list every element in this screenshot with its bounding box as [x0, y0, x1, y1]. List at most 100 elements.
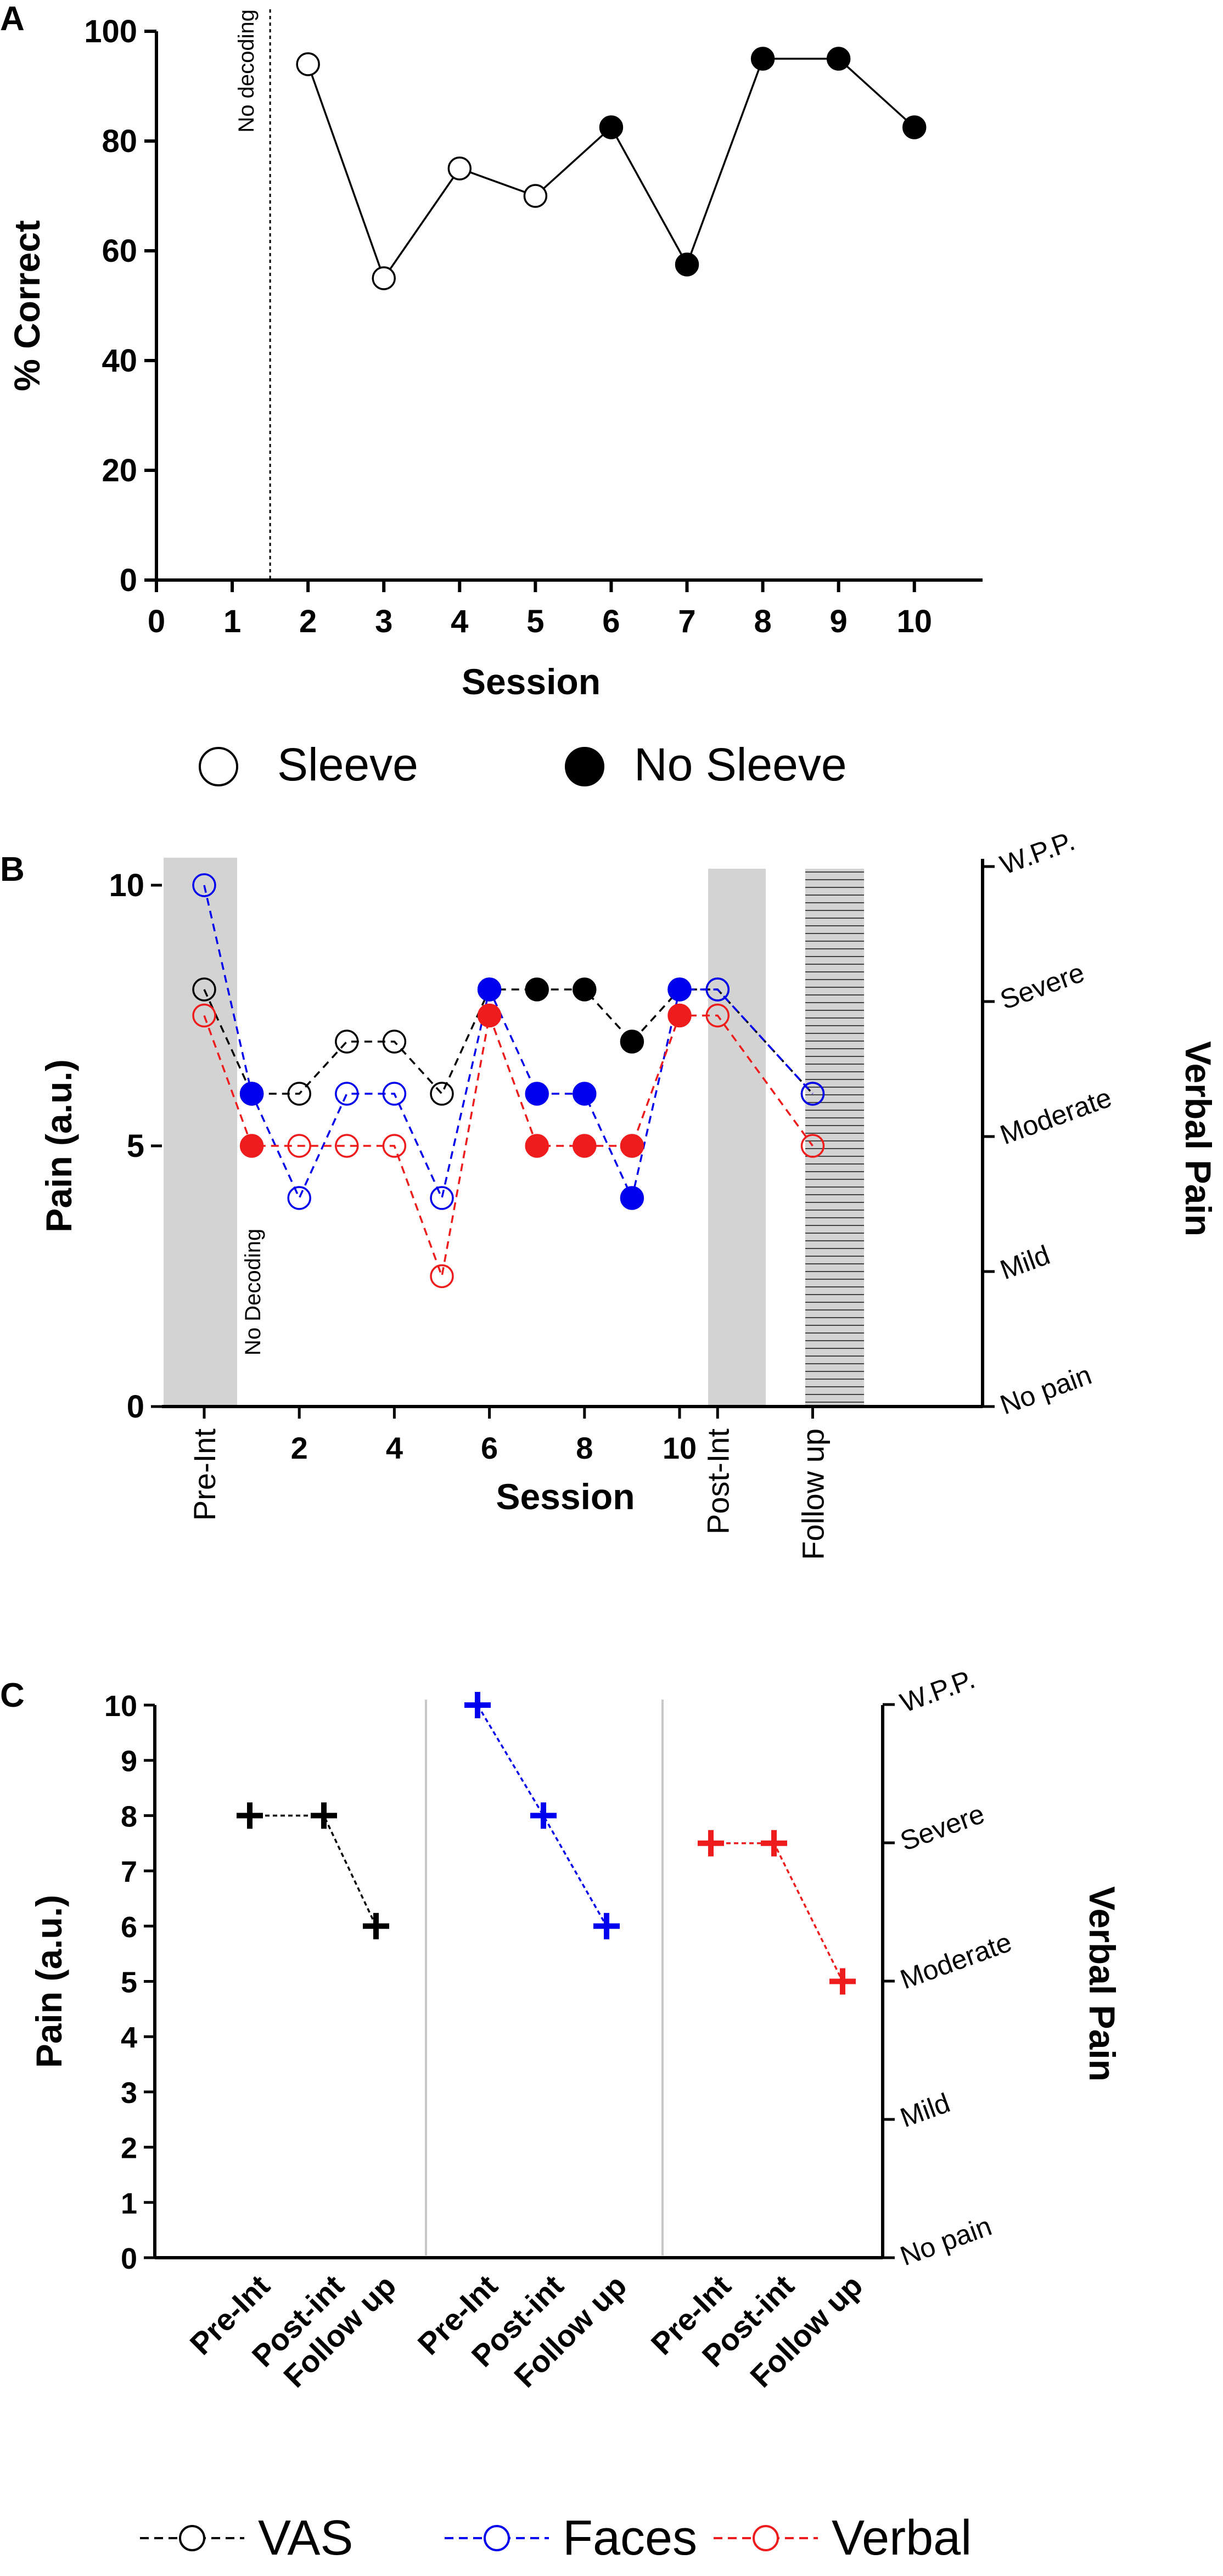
panel-a-legend: Sleeve No Sleeve [199, 739, 847, 790]
panel-b-verbal-point [705, 1003, 730, 1028]
panel-a-y-tick-label: 20 [102, 453, 137, 488]
panel-b-pre-int-shade [164, 858, 237, 1405]
panel-b-y-tick-label: 10 [109, 868, 144, 903]
panel-c-y-tick-label: 2 [121, 2132, 137, 2165]
panel-a-point [750, 47, 775, 71]
panel-b-y-tick-label: 0 [127, 1389, 144, 1425]
bottom-legend: VAS Faces Verbal [140, 2511, 972, 2566]
panel-b-x-tick-label: 8 [576, 1431, 593, 1465]
panel-a-x-tick-label: 3 [375, 604, 392, 639]
panel-a-y-tick-label: 40 [102, 343, 137, 379]
panel-b-faces-point [667, 977, 692, 1002]
panel-a-point [826, 47, 851, 71]
panel-a-x-tick-label: 2 [299, 604, 317, 639]
legend-sleeve-marker [199, 747, 238, 786]
panel-c-faces-marker [530, 1802, 557, 1829]
panel-b-right-tick-label: Moderate [996, 1082, 1116, 1150]
legend-no-sleeve-label: No Sleeve [634, 739, 847, 790]
panel-b-verbal-point [239, 1134, 264, 1158]
panel-b-right-tick-label: W.P.P. [996, 825, 1079, 880]
panel-b-right-tick-label: Severe [996, 957, 1089, 1016]
panel-c-letter: C [0, 1677, 25, 1714]
panel-b-no-decoding-label: No Decoding [241, 1229, 265, 1356]
panel-a-point [447, 156, 472, 181]
panel-b-vas-point [335, 1030, 359, 1054]
panel-b-x-tick-label: 4 [386, 1431, 403, 1465]
panel-c-y-tick-label: 9 [121, 1745, 137, 1778]
panel-b-vas-point [287, 1082, 311, 1106]
legend-sleeve-label: Sleeve [277, 739, 418, 790]
panel-b-verbal-point [287, 1134, 311, 1158]
panel-c-right-tick-label: W.P.P. [896, 1663, 979, 1718]
panel-b-x-tick-label: Pre-Int [187, 1428, 222, 1521]
panel-b-faces-point [430, 1186, 454, 1210]
panel-b-vas-point [430, 1082, 454, 1106]
panel-c-y-tick-label: 6 [121, 1911, 137, 1944]
panel-b-verbal-point [192, 1003, 216, 1028]
panel-c-verbal-line [711, 1842, 844, 1982]
panel-b-verbal-point [525, 1134, 549, 1158]
panel-b-x-tick-label: Follow up [795, 1428, 830, 1560]
panel-b-faces-point [382, 1082, 407, 1106]
panel-b-faces-point [335, 1082, 359, 1106]
panel-a-y-tick-label: 60 [102, 233, 137, 269]
panel-b-post-int-shade [708, 869, 766, 1405]
legend-vas-marker [179, 2525, 205, 2551]
panel-c-vas-line [250, 1814, 377, 1927]
panel-b-vas-point [192, 977, 216, 1002]
panel-c-right-tick-label: Severe [896, 1798, 989, 1857]
panel-b-faces-point [525, 1082, 549, 1106]
panel-c-faces-marker [464, 1692, 491, 1718]
legend-verbal-label: Verbal [832, 2511, 972, 2566]
panel-a-chart: 0 20 40 60 80 100 0 1 2 3 4 5 6 7 8 9 10 Session % Correct… [7, 9, 983, 702]
panel-a-x-label: Session [462, 661, 601, 702]
panel-b-faces-point [705, 977, 730, 1002]
panel-c-vas-marker [363, 1913, 389, 1939]
panel-b-faces-point [239, 1082, 264, 1106]
panel-c-verbal-marker [761, 1830, 787, 1857]
panel-a-x-tick-label: 8 [754, 604, 771, 639]
panel-b-faces-point [620, 1186, 644, 1210]
panel-b-x-tick-label: 6 [481, 1431, 498, 1465]
panel-c-right-label: Verbal Pain [1082, 1886, 1123, 2082]
panel-c-verbal-marker [698, 1830, 724, 1857]
panel-a-x-tick-label: 10 [896, 604, 932, 639]
panel-b-x-tick-label: 2 [291, 1431, 308, 1465]
panel-a-x-tick-label: 9 [830, 604, 848, 639]
panel-b-x-tick-label: 10 [663, 1431, 697, 1465]
panel-c-y-tick-label: 0 [121, 2242, 137, 2275]
legend-verbal-marker [753, 2525, 779, 2551]
panel-b-letter: B [0, 851, 25, 888]
panel-a-series-line [307, 58, 915, 280]
panel-c-chart: 0 1 2 3 4 5 6 7 8 9 10 Pain (a.u.) No pain Mild Modera… [29, 1663, 1123, 2394]
panel-b-faces-point [573, 1082, 597, 1106]
panel-a-x-tick-label: 0 [148, 604, 165, 639]
panel-b-vas-point [620, 1030, 644, 1054]
panel-a-point [296, 52, 320, 76]
panel-b-verbal-point [335, 1134, 359, 1158]
panel-c-y-tick-label: 5 [121, 1966, 137, 1999]
panel-a-point [599, 115, 624, 139]
panel-b-faces-point [287, 1186, 311, 1210]
panel-b-x-tick-label: Post-Int [700, 1428, 735, 1534]
panel-b-verbal-point [573, 1134, 597, 1158]
panel-b-vas-point [525, 977, 549, 1002]
panel-a-point [523, 184, 548, 208]
panel-a-y-label: % Correct [7, 220, 47, 391]
panel-c-y-tick-label: 8 [121, 1800, 137, 1833]
panel-c-verbal-marker [829, 1968, 856, 1995]
panel-a-y-tick-label: 80 [102, 123, 137, 159]
panel-c-y-tick-label: 3 [121, 2077, 137, 2110]
panel-a-no-decoding-label: No decoding [234, 9, 259, 133]
panel-a-y-tick-label: 100 [84, 14, 137, 49]
panel-b-faces-point [800, 1082, 825, 1106]
panel-b-right-label: Verbal Pain [1178, 1041, 1219, 1236]
panel-b-faces-point [477, 977, 502, 1002]
panel-c-y-tick-label: 1 [121, 2187, 137, 2220]
panel-c-right-tick-label: No pain [896, 2211, 996, 2272]
panel-b-follow-up-hatch [805, 869, 864, 1405]
panel-b-faces-point [192, 873, 216, 897]
legend-faces-label: Faces [563, 2511, 697, 2566]
panel-a-x-tick-label: 6 [602, 604, 620, 639]
